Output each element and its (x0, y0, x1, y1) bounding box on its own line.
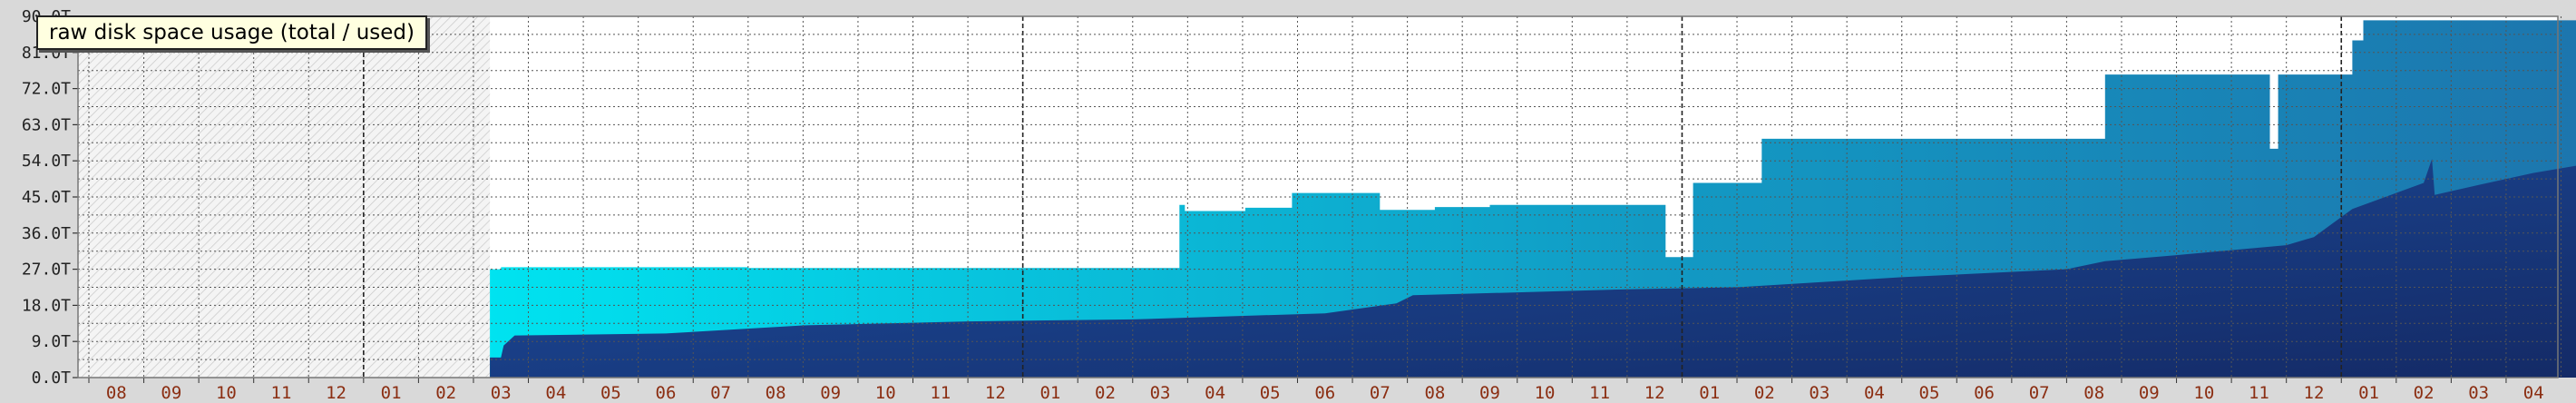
x-tick-label: 06 (656, 383, 677, 403)
x-tick-label: 12 (2304, 383, 2325, 403)
x-tick-label: 02 (435, 383, 456, 403)
x-tick-label: 07 (1370, 383, 1390, 403)
chart-title: raw disk space usage (total / used) (49, 21, 415, 44)
used-area (490, 159, 2576, 378)
x-tick-label: 06 (1314, 383, 1335, 403)
x-tick-label: 12 (326, 383, 346, 403)
x-tick-label: 06 (1974, 383, 1995, 403)
x-tick-label: 04 (1864, 383, 1885, 403)
grid (78, 15, 2562, 378)
x-tick-label: 04 (2523, 383, 2544, 403)
x-tick-label: 01 (1039, 383, 1060, 403)
y-tick-label: 9.0T (32, 332, 72, 351)
y-tick-label: 72.0T (22, 80, 71, 99)
x-tick-label: 08 (1424, 383, 1445, 403)
x-tick-label: 01 (1699, 383, 1720, 403)
y-tick-label: 63.0T (22, 115, 71, 134)
x-axis: 08 09 10 11 12 01 02 03 04 05 06 07 08 09 10 11 12 01 02 03… (88, 378, 2544, 403)
y-tick-label: 54.0T (22, 152, 71, 171)
x-tick-label: 08 (106, 383, 127, 403)
x-tick-label: 03 (1809, 383, 1830, 403)
y-axis: 0.0T 9.0T 18.0T 27.0T 36.0T 45.0T 54.0T 63.0T 72… (22, 7, 78, 388)
x-tick-label: 08 (2083, 383, 2104, 403)
x-tick-label: 04 (545, 383, 566, 403)
y-tick-label: 27.0T (22, 260, 71, 280)
x-tick-label: 03 (1150, 383, 1171, 403)
x-tick-label: 12 (985, 383, 1006, 403)
x-tick-label: 09 (2139, 383, 2160, 403)
x-tick-label: 05 (600, 383, 621, 403)
x-tick-label: 11 (2249, 383, 2269, 403)
x-tick-label: 09 (1479, 383, 1500, 403)
y-tick-label: 36.0T (22, 224, 71, 243)
y-tick-label: 0.0T (32, 369, 72, 388)
x-tick-label: 02 (1095, 383, 1116, 403)
y-tick-label: 45.0T (22, 188, 71, 207)
x-tick-label: 02 (2414, 383, 2435, 403)
x-tick-label: 03 (491, 383, 512, 403)
x-tick-label: 07 (710, 383, 731, 403)
x-tick-label: 11 (271, 383, 292, 403)
x-tick-label: 10 (875, 383, 896, 403)
plot-frame (77, 15, 2559, 378)
y-tick-label: 18.0T (22, 296, 71, 315)
x-tick-label: 11 (1589, 383, 1610, 403)
x-tick-label: 10 (2193, 383, 2214, 403)
x-tick-label: 10 (1535, 383, 1556, 403)
x-tick-label: 02 (1754, 383, 1775, 403)
x-tick-label: 05 (1260, 383, 1281, 403)
x-tick-label: 07 (2029, 383, 2050, 403)
x-tick-label: 03 (2468, 383, 2489, 403)
x-tick-label: 04 (1205, 383, 1225, 403)
x-tick-label: 09 (161, 383, 181, 403)
x-tick-label: 12 (1644, 383, 1665, 403)
x-tick-label: 01 (381, 383, 402, 403)
x-tick-label: 10 (216, 383, 237, 403)
x-tick-label: 05 (1919, 383, 1940, 403)
chart-title-box: raw disk space usage (total / used) (36, 15, 427, 50)
x-tick-label: 09 (820, 383, 841, 403)
x-tick-label: 08 (766, 383, 786, 403)
x-tick-label: 11 (930, 383, 951, 403)
x-tick-label: 01 (2358, 383, 2379, 403)
